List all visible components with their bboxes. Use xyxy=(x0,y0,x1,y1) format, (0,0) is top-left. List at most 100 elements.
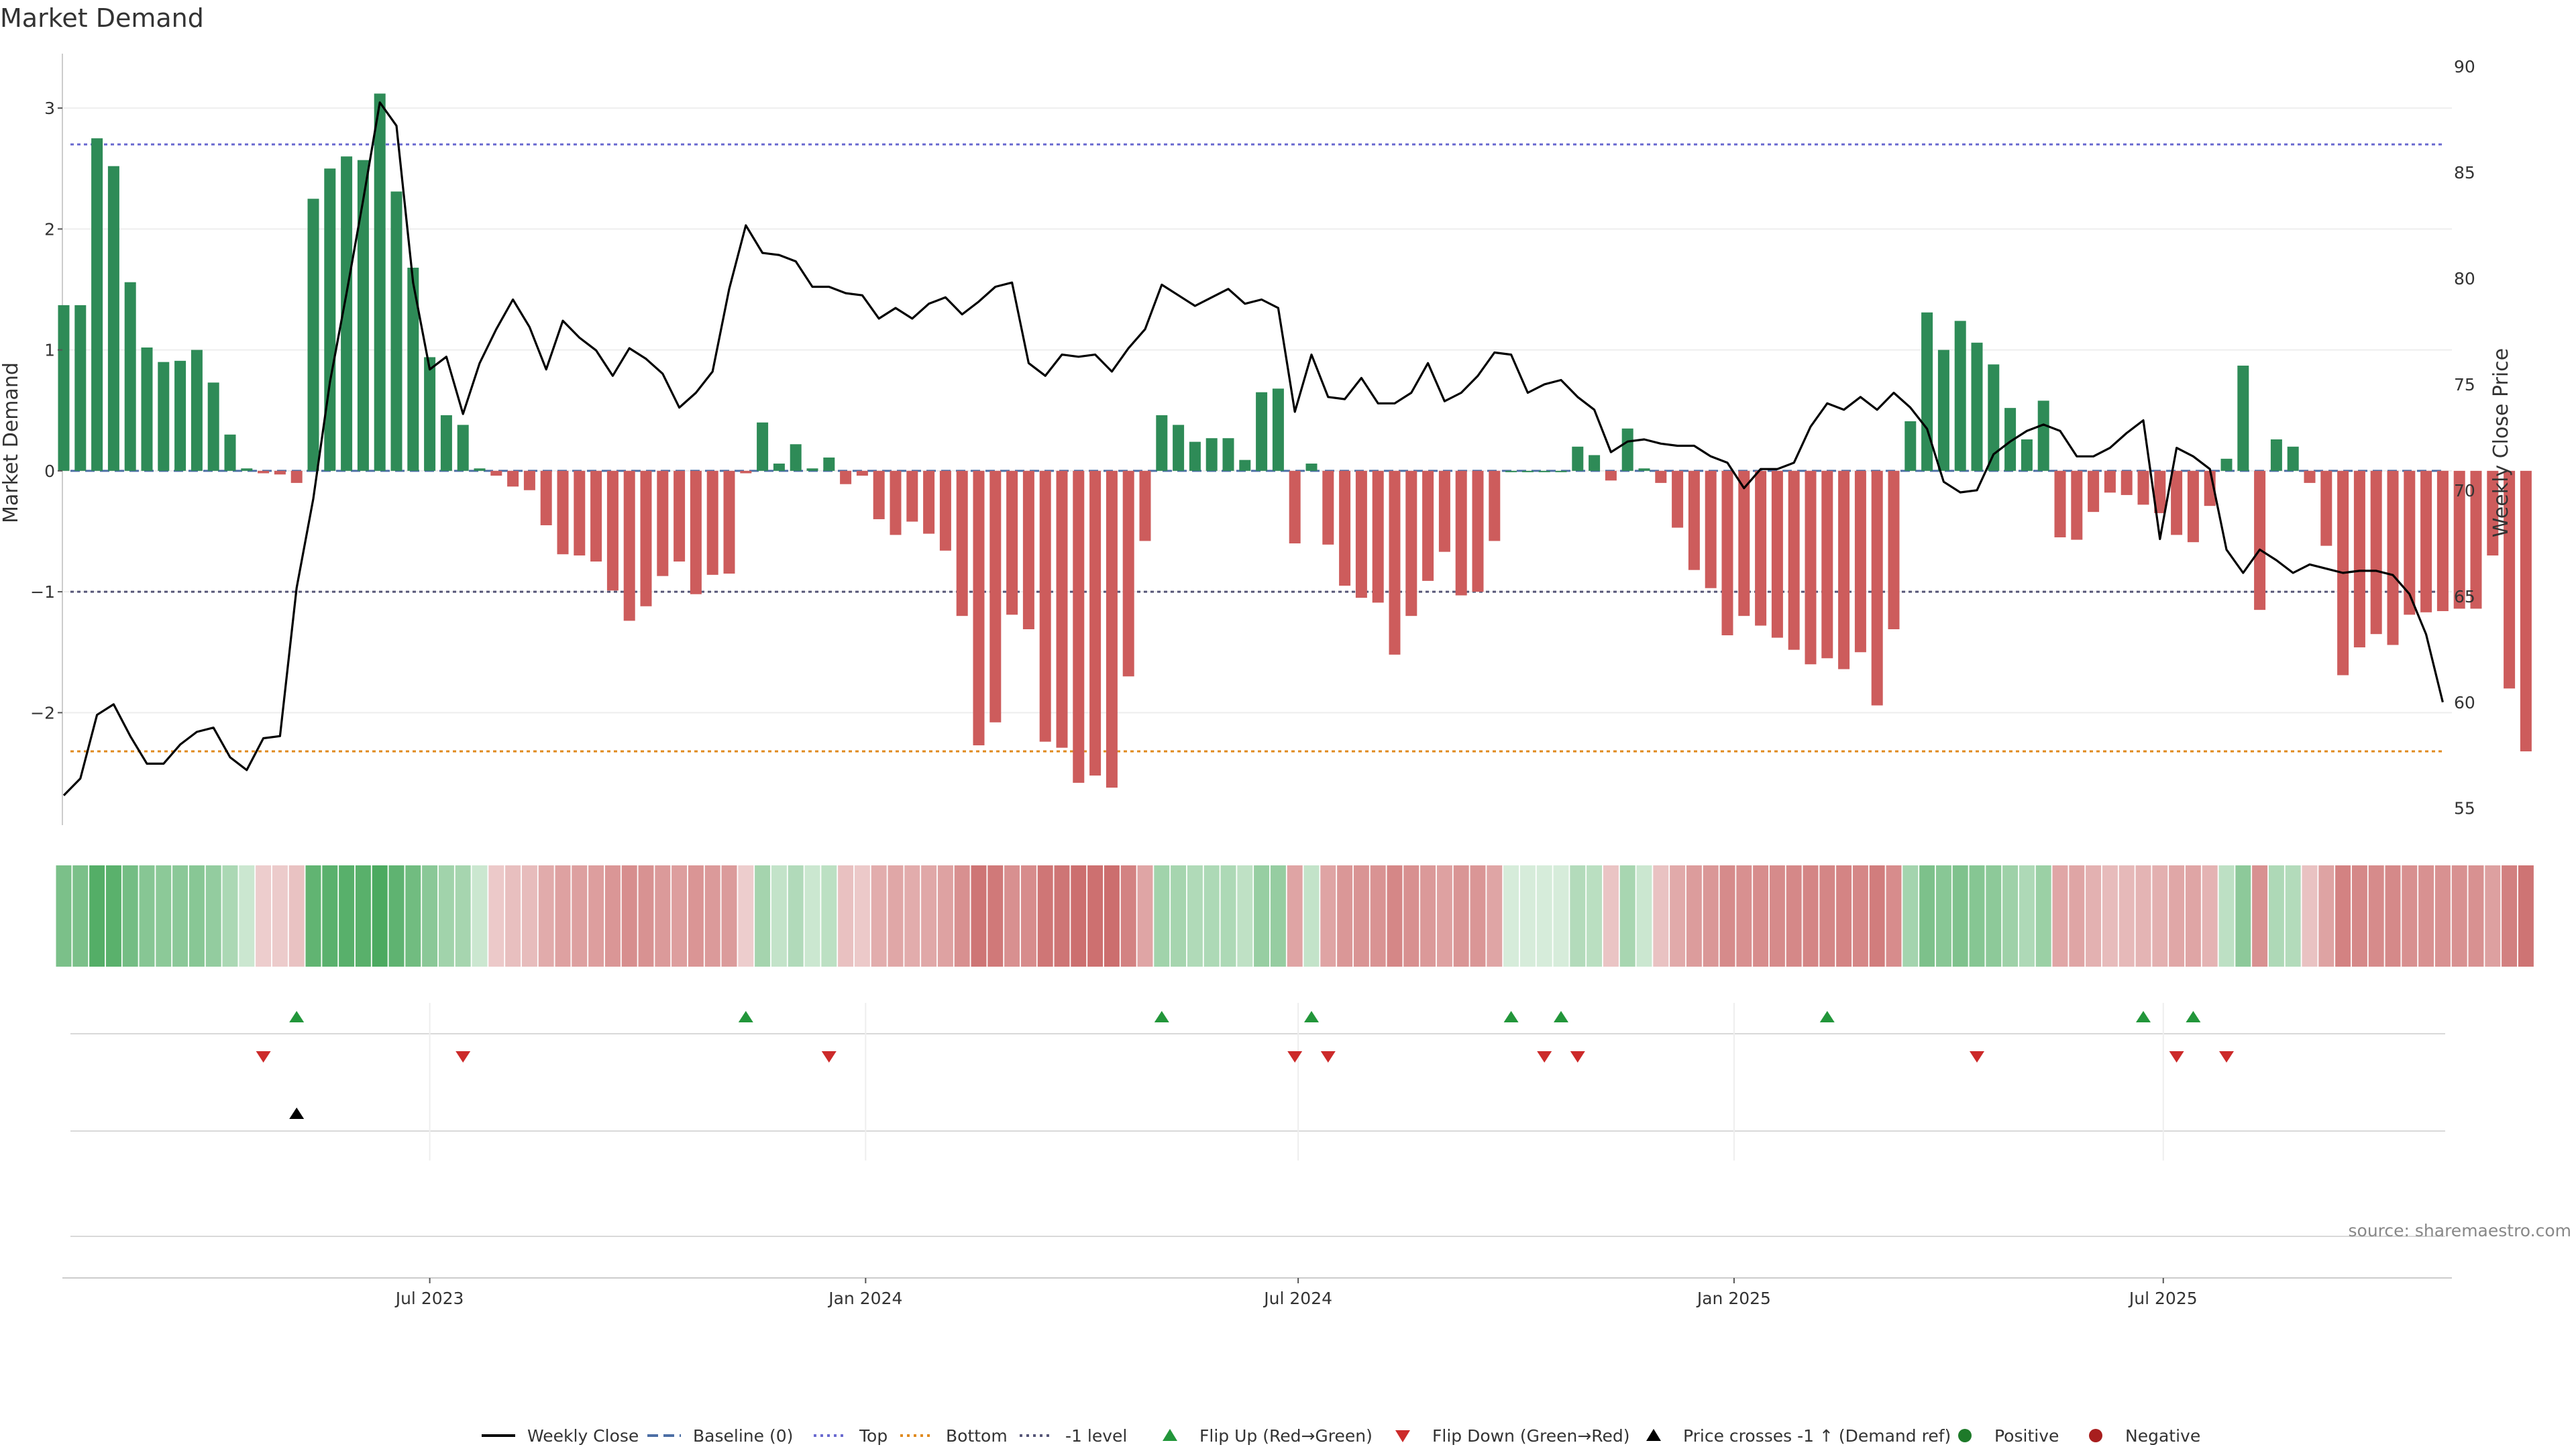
strip-cell xyxy=(372,865,388,967)
demand-bar xyxy=(2137,470,2149,505)
demand-bar xyxy=(1006,470,1018,615)
strip-cell xyxy=(2451,865,2467,967)
strip-cell xyxy=(771,865,787,967)
demand-bar xyxy=(141,347,153,471)
strip-cell xyxy=(205,865,221,967)
demand-bar xyxy=(1122,470,1134,677)
strip-cell xyxy=(1670,865,1686,967)
strip-cell xyxy=(1570,865,1586,967)
demand-bar xyxy=(457,425,469,471)
strip-cell xyxy=(2268,865,2284,967)
demand-bar xyxy=(2121,470,2133,495)
strip-cell xyxy=(1986,865,2002,967)
strip-cell xyxy=(555,865,571,967)
demand-bar xyxy=(1821,470,1833,659)
demand-bar xyxy=(2071,470,2083,540)
strip-cell xyxy=(1536,865,1552,967)
flip-down-marker xyxy=(1570,1051,1585,1063)
strip-cell xyxy=(488,865,504,967)
strip-cell xyxy=(1686,865,1702,967)
strip-cell xyxy=(56,865,72,967)
y2-tick-label: 80 xyxy=(2454,269,2475,288)
demand-bar xyxy=(207,382,219,471)
strip-cell xyxy=(1203,865,1220,967)
legend-label: Bottom xyxy=(946,1426,1008,1446)
strip-cell xyxy=(1270,865,1286,967)
strip-cell xyxy=(1254,865,1270,967)
demand-bar xyxy=(1355,470,1367,598)
strip-cell xyxy=(1703,865,1719,967)
strip-cell xyxy=(2351,865,2367,967)
strip-cell xyxy=(105,865,121,967)
demand-bar xyxy=(1389,470,1401,655)
strip-cell xyxy=(2152,865,2168,967)
demand-bar xyxy=(424,357,436,471)
demand-bar xyxy=(806,468,818,471)
legend-item: Weekly Close xyxy=(482,1426,639,1446)
demand-bar xyxy=(241,468,253,471)
demand-bar xyxy=(973,470,985,746)
strip-cell xyxy=(2468,865,2484,967)
flip-down-marker xyxy=(256,1051,271,1063)
strip-cell xyxy=(1337,865,1353,967)
demand-bar xyxy=(1022,470,1034,629)
flip-down-marker xyxy=(455,1051,471,1063)
demand-bar xyxy=(956,470,968,616)
strip-cell xyxy=(2069,865,2085,967)
x-tick-label: Jul 2023 xyxy=(394,1289,464,1308)
demand-bar xyxy=(856,470,868,476)
demand-bar xyxy=(290,470,303,483)
demand-bar xyxy=(258,470,270,474)
flip-up-marker xyxy=(1819,1011,1835,1022)
demand-bar xyxy=(923,470,935,534)
demand-bar xyxy=(1139,470,1151,541)
strip-cell xyxy=(156,865,172,967)
demand-bar xyxy=(1405,470,1417,616)
demand-bar xyxy=(2287,446,2299,471)
chart-title: Market Demand xyxy=(0,3,204,33)
y-tick-label: −2 xyxy=(30,703,55,722)
demand-bar xyxy=(906,470,918,522)
strip-cell xyxy=(621,865,637,967)
demand-bar xyxy=(540,470,552,525)
demand-bar xyxy=(1988,364,2000,471)
demand-bar xyxy=(2420,470,2432,612)
demand-bar xyxy=(324,168,336,471)
flip-down-marker xyxy=(1970,1051,1984,1063)
strip-cell xyxy=(2135,865,2151,967)
demand-bar xyxy=(1438,470,1450,552)
strip-cell xyxy=(1519,865,1536,967)
strip-cell xyxy=(1487,865,1503,967)
demand-bar xyxy=(2353,470,2365,648)
demand-bar xyxy=(1239,460,1251,471)
demand-bar xyxy=(307,199,319,471)
demand-bar xyxy=(523,470,535,490)
flip-up-marker xyxy=(738,1011,753,1022)
demand-bar xyxy=(2220,458,2233,471)
legend-item: Baseline (0) xyxy=(647,1426,793,1446)
demand-bar xyxy=(1871,470,1883,706)
strip-cell xyxy=(804,865,820,967)
strip-cell xyxy=(672,865,688,967)
strip-cell xyxy=(1220,865,1236,967)
demand-bar xyxy=(1921,312,1933,471)
x-tick-label: Jan 2025 xyxy=(1696,1289,1771,1308)
demand-bar xyxy=(640,470,652,606)
demand-bar xyxy=(2520,470,2532,752)
demand-bar xyxy=(773,464,785,471)
strip-cell xyxy=(505,865,521,967)
demand-bar xyxy=(790,444,802,471)
strip-cell xyxy=(1387,865,1403,967)
strip-cell xyxy=(838,865,854,967)
strip-cell xyxy=(2302,865,2318,967)
strip-cell xyxy=(422,865,438,967)
legend-swatch xyxy=(1395,1430,1410,1442)
strip-cell xyxy=(222,865,238,967)
strip-cell xyxy=(1037,865,1053,967)
demand-bar xyxy=(440,415,452,471)
strip-cell xyxy=(638,865,654,967)
y2-axis-label: Weekly Close Price xyxy=(2489,348,2513,537)
demand-bar xyxy=(91,138,103,471)
demand-bar xyxy=(1106,470,1118,788)
demand-bar xyxy=(890,470,902,535)
